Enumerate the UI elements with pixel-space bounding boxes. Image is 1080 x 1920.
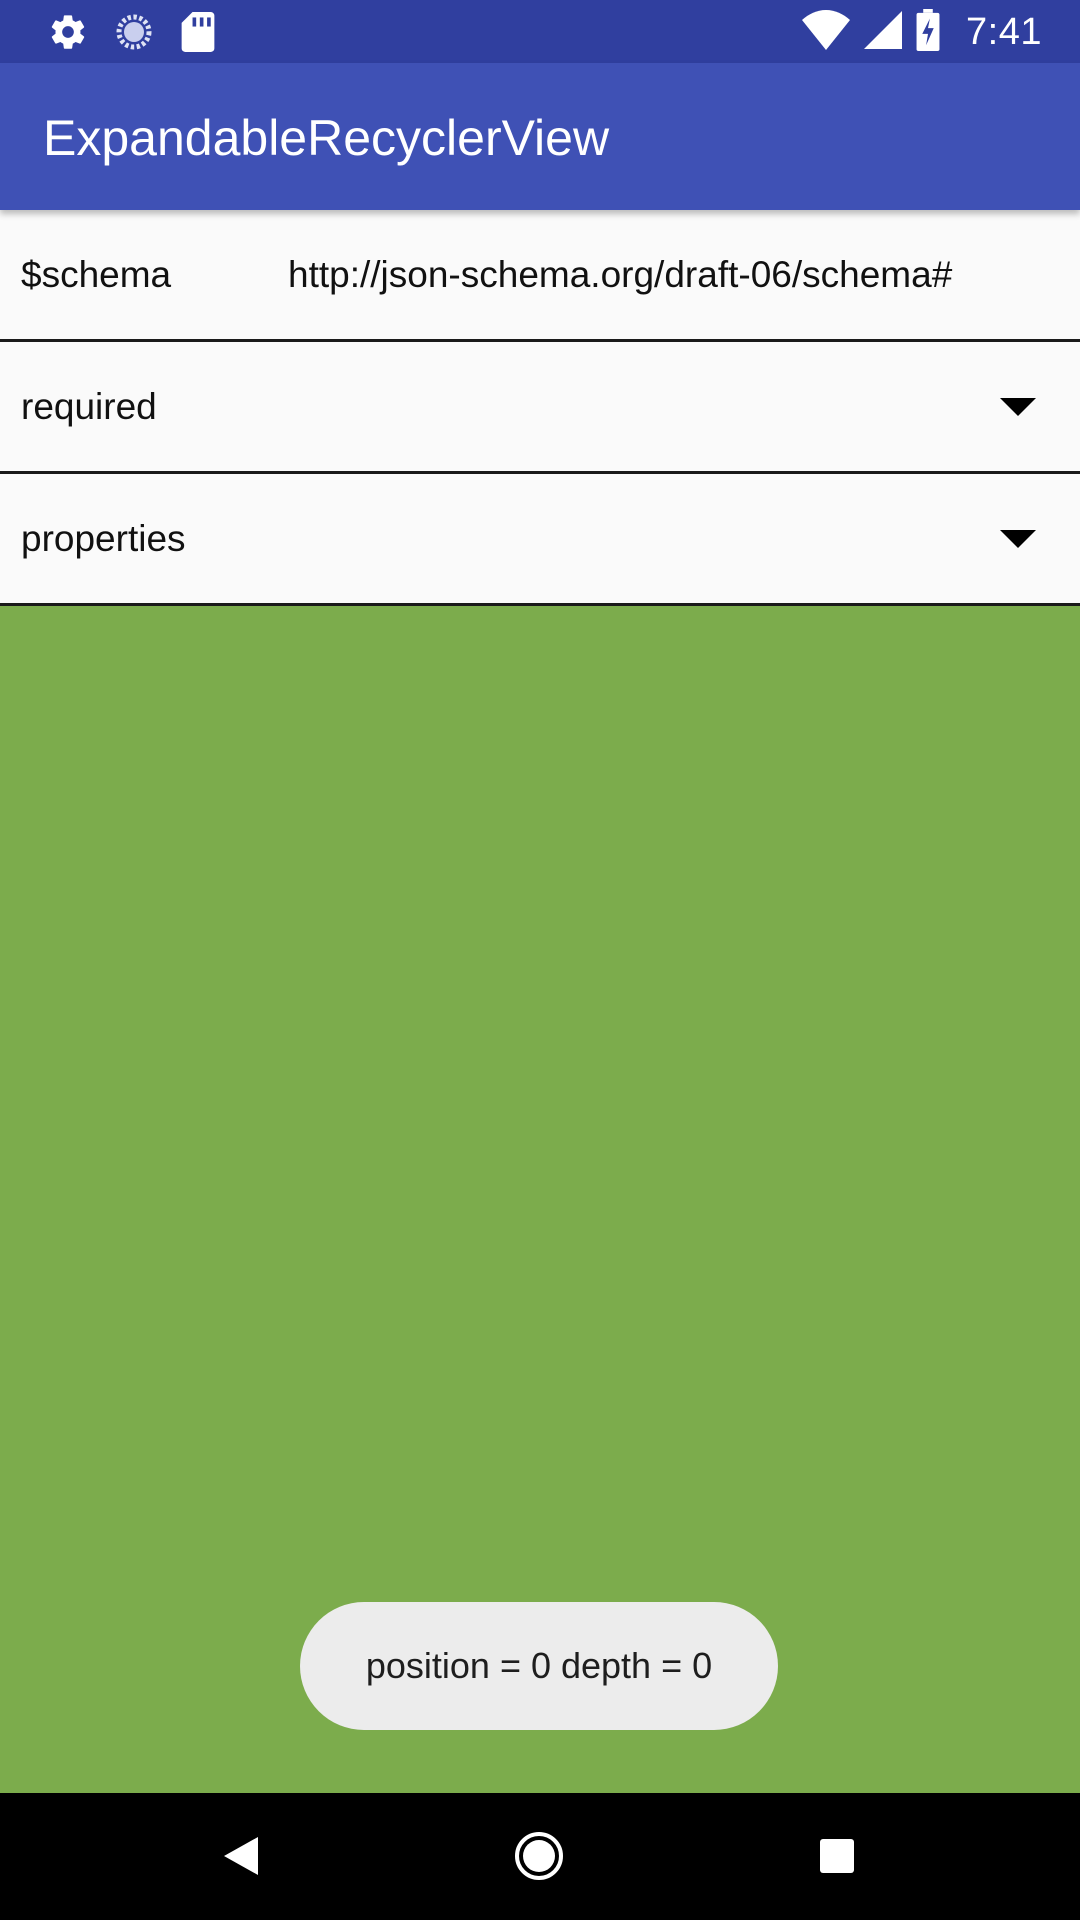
sd-card-icon [180,12,216,57]
list-item-key: required [21,386,157,427]
expand-arrow-icon[interactable] [1000,530,1036,548]
home-button[interactable] [504,1823,574,1893]
expand-arrow-icon[interactable] [1000,398,1036,416]
recents-icon [820,1838,854,1878]
expandable-list: $schema http://json-schema.org/draft-06/… [0,210,1080,606]
app-title: ExpandableRecyclerView [43,110,610,166]
list-item-key: $schema [21,254,172,295]
list-item-properties[interactable]: properties [0,474,1080,606]
list-item-schema[interactable]: $schema http://json-schema.org/draft-06/… [0,210,1080,342]
status-left-icons [48,12,216,57]
status-right-icons: 7:41 [802,8,1042,56]
status-time: 7:41 [966,10,1042,53]
list-item-required[interactable]: required [0,342,1080,474]
app-bar: ExpandableRecyclerView [0,63,1080,210]
status-bar: 7:41 [0,0,1080,63]
gear-icon [48,12,88,57]
list-item-value: http://json-schema.org/draft-06/schema# [288,254,953,295]
wifi-icon [802,9,851,55]
list-item-key: properties [21,518,186,559]
battery-charging-icon [916,8,940,56]
toast-message: position = 0 depth = 0 [300,1602,778,1730]
cell-signal-icon [864,10,903,55]
back-icon [224,1836,258,1880]
back-button[interactable] [206,1823,276,1893]
home-icon [514,1831,564,1886]
navigation-bar [0,1793,1080,1920]
recents-button[interactable] [802,1823,872,1893]
loading-icon [114,12,154,57]
